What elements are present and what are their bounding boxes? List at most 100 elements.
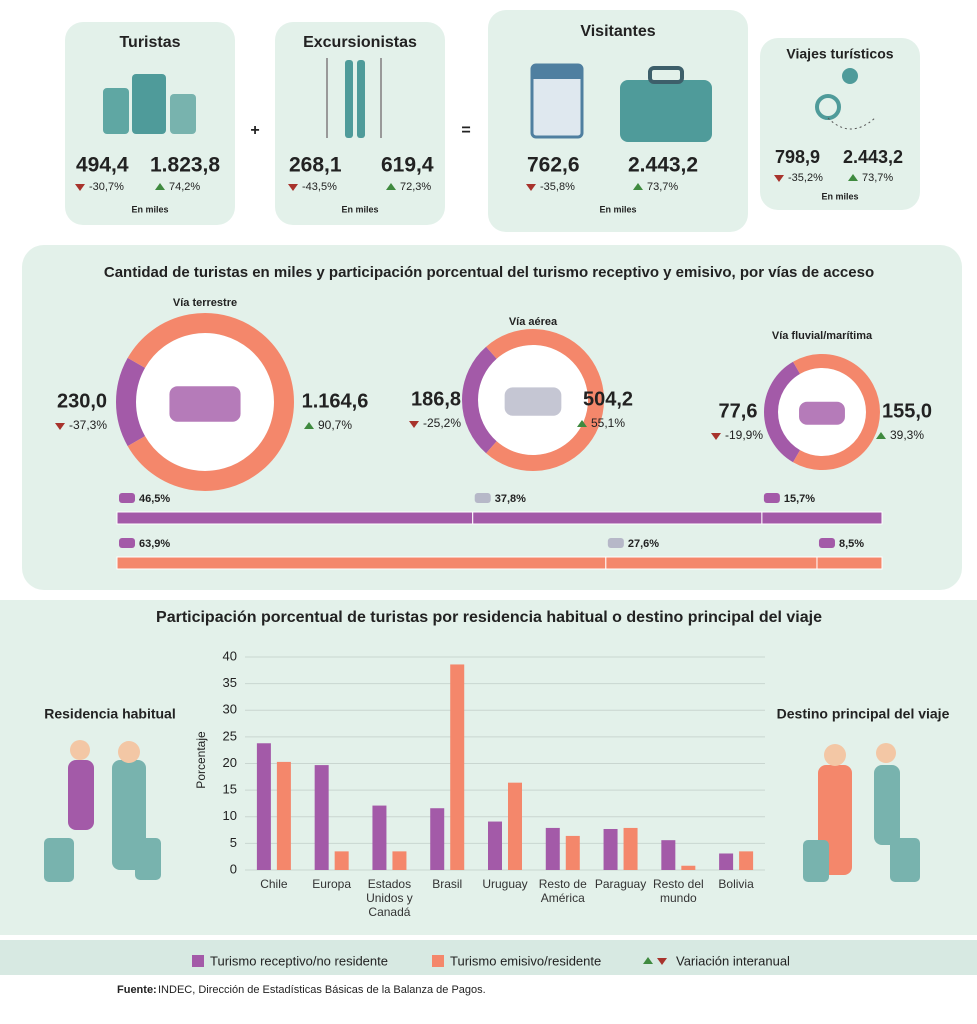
card-unit: En miles <box>341 204 378 214</box>
right-label: Destino principal del viaje <box>777 706 950 722</box>
x-tick-label-box: Paraguay <box>594 877 647 891</box>
left-label: Residencia habitual <box>44 706 175 722</box>
share-segment <box>761 511 883 525</box>
way-emissive: 1.164,6 <box>302 390 369 412</box>
donut-emissive <box>486 329 604 471</box>
travelers-right <box>803 743 920 882</box>
card-bg <box>760 38 920 210</box>
legend-label: Turismo receptivo/no residente <box>210 953 388 968</box>
card-change: -43,5% <box>302 181 337 193</box>
route-icon <box>815 68 876 130</box>
card-change: 73,7% <box>862 172 893 184</box>
share-label: 63,9% <box>139 538 170 550</box>
bar <box>661 840 676 870</box>
card-title: Viajes turísticos <box>786 46 893 62</box>
y-tick-label: 35 <box>223 675 237 690</box>
briefcase-icon <box>620 66 712 142</box>
bar <box>623 827 638 870</box>
way-receptive-change: -25,2% <box>423 416 461 430</box>
x-tick-label-box: Resto del mundo <box>652 877 704 905</box>
card-change: 74,2% <box>169 181 200 193</box>
up-arrow <box>876 432 886 439</box>
card-value: 494,4 <box>76 154 129 177</box>
down-arrow <box>55 423 65 430</box>
share-label: 46,5% <box>139 493 170 505</box>
share-icon <box>474 493 491 503</box>
share-segment <box>816 556 883 570</box>
donut-emissive <box>127 313 294 491</box>
x-tick-label: Paraguay <box>594 877 647 891</box>
card-value: 762,6 <box>527 154 580 177</box>
share-label: 37,8% <box>495 493 526 505</box>
way-receptive-change: -37,3% <box>69 418 107 432</box>
legend-swatch <box>192 955 204 967</box>
share-label: 8,5% <box>839 538 864 550</box>
card-value: 619,4 <box>381 154 434 177</box>
way-receptive: 230,0 <box>57 390 107 412</box>
bar <box>314 765 329 870</box>
y-tick-label: 5 <box>230 835 237 850</box>
y-tick-label: 20 <box>223 755 237 770</box>
card-value: 1.823,8 <box>150 154 220 177</box>
card-change: -35,2% <box>788 172 823 184</box>
share-label: 27,6% <box>628 538 659 550</box>
y-axis-label: Porcentaje <box>194 731 208 789</box>
share-label: 15,7% <box>784 493 815 505</box>
way-name: Vía terrestre <box>173 297 237 309</box>
way-receptive-change: -19,9% <box>725 428 763 442</box>
agenda-icon <box>530 63 584 139</box>
legend-down <box>657 958 667 965</box>
down-arrow <box>409 421 419 428</box>
legend-up <box>643 957 653 964</box>
x-tick-label: Europa <box>312 877 351 891</box>
up-arrow <box>386 183 396 190</box>
down-arrow <box>75 184 85 191</box>
way-receptive: 77,6 <box>719 400 758 422</box>
x-tick-label-box: Uruguay <box>482 877 528 891</box>
way-name: Vía aérea <box>509 316 558 328</box>
bar <box>430 808 445 870</box>
x-tick-label-box: Brasil <box>432 877 463 891</box>
card-unit: En miles <box>821 191 858 201</box>
card-unit: En miles <box>131 204 168 214</box>
card-value: 2.443,2 <box>628 154 698 177</box>
donut-emissive <box>793 354 880 470</box>
y-tick-label: 0 <box>230 861 237 876</box>
bar <box>276 761 291 870</box>
card-unit: En miles <box>599 204 636 214</box>
donut-receptive <box>764 361 801 463</box>
donut-receptive <box>116 357 146 447</box>
up-arrow <box>577 420 587 427</box>
x-tick-label-box: Estados Unidos y Canadá <box>366 877 413 919</box>
card-value: 798,9 <box>775 147 820 167</box>
x-tick-label: Bolivia <box>718 877 754 891</box>
x-tick-label: Brasil <box>432 877 463 891</box>
card-title: Visitantes <box>580 23 655 40</box>
share-icon <box>119 493 135 503</box>
bar <box>488 821 502 870</box>
share-icon <box>763 493 780 503</box>
x-tick-label: Uruguay <box>482 877 528 891</box>
x-tick-label-box: Bolivia <box>718 877 754 891</box>
legend-bg <box>0 940 977 975</box>
x-tick-label: Resto del mundo <box>652 877 704 905</box>
y-tick-label: 40 <box>223 648 237 663</box>
x-tick-label-box: Resto de América <box>539 877 587 905</box>
card-value: 268,1 <box>289 154 342 177</box>
bar <box>739 851 754 870</box>
source-text: INDEC, Dirección de Estadísticas Básicas… <box>158 984 486 996</box>
suitcases-icon <box>103 74 196 134</box>
card-change: 73,7% <box>647 181 678 193</box>
legend-label: Variación interanual <box>676 953 790 968</box>
down-arrow <box>711 433 721 440</box>
vehicle-icon <box>169 386 241 422</box>
donut-receptive <box>462 346 497 454</box>
card-change: -30,7% <box>89 181 124 193</box>
chart-title: Participación porcentual de turistas por… <box>156 609 822 626</box>
bar <box>392 851 407 870</box>
down-arrow <box>774 175 784 182</box>
down-arrow <box>288 184 298 191</box>
share-icon <box>818 538 835 548</box>
y-tick-label: 25 <box>223 728 237 743</box>
bar <box>719 853 734 870</box>
